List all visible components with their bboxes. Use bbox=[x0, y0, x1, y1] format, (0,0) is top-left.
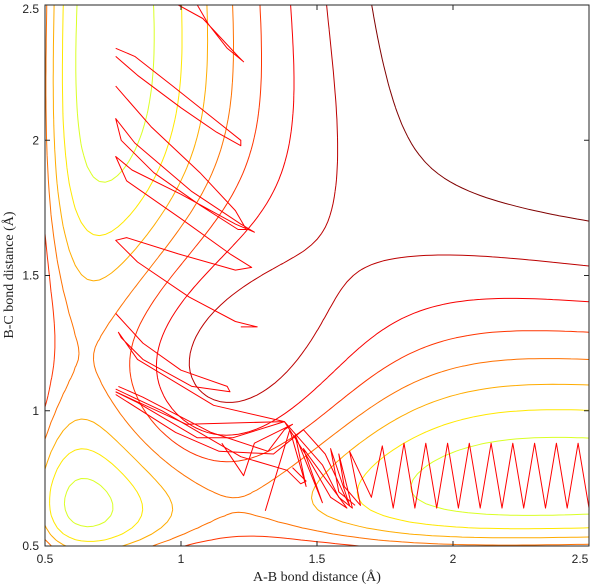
contour-level-line bbox=[45, 5, 589, 546]
trajectory-series-line bbox=[115, 313, 285, 423]
y-axis-label: B-C bond distance (Å) bbox=[1, 211, 17, 338]
trajectory-lines bbox=[115, 5, 589, 511]
plot-area bbox=[45, 5, 589, 546]
trajectory-series-line bbox=[115, 47, 242, 147]
y-tick-label: 2 bbox=[32, 133, 39, 147]
x-tick-label: 2.5 bbox=[572, 552, 589, 566]
trajectory-series-line bbox=[178, 5, 245, 63]
trajectory-series-line bbox=[115, 391, 348, 511]
y-tick-label: 2.5 bbox=[22, 2, 39, 16]
y-tick-label: 0.5 bbox=[22, 539, 39, 553]
x-tick-label: 0.5 bbox=[37, 552, 54, 566]
contour-level-line bbox=[49, 5, 589, 542]
x-tick-label: 1.5 bbox=[309, 552, 326, 566]
contour-level-line bbox=[188, 5, 589, 403]
contour-level-line bbox=[371, 5, 589, 222]
y-tick-label: 1 bbox=[32, 404, 39, 418]
trajectory-series-line bbox=[118, 385, 293, 477]
contour-level-line bbox=[155, 5, 589, 436]
trajectory-series-line bbox=[115, 391, 589, 509]
trajectory-series-line bbox=[115, 394, 356, 506]
x-axis-label: A-B bond distance (Å) bbox=[253, 569, 381, 585]
axis-ticks: 0.5 1 1.5 2 2.5 0.5 1 1.5 2 2.5 bbox=[22, 2, 590, 566]
y-tick-label: 1.5 bbox=[22, 269, 39, 283]
contour-level-line bbox=[63, 5, 589, 528]
x-tick-label: 2 bbox=[450, 552, 457, 566]
x-tick-label: 1 bbox=[178, 552, 185, 566]
trajectory-series-line bbox=[115, 85, 258, 328]
trajectory-series-line bbox=[115, 388, 307, 485]
